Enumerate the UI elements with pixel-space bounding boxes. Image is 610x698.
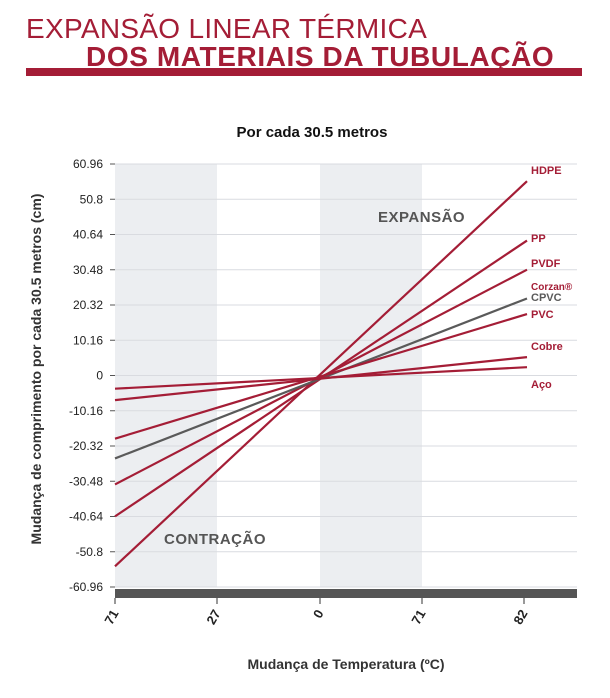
expansion-label: EXPANSÃO [378,208,465,226]
chart-title-line1: EXPANSÃO LINEAR TÉRMICA [26,13,428,44]
y-tick-label: 30.48 [73,263,103,277]
series-label-pp: PP [531,233,546,245]
x-axis [115,589,577,598]
series-label-pvc: PVC [531,309,554,321]
series-label-cobre: Cobre [531,341,563,353]
y-tick-label: -30.48 [69,474,103,488]
chart-title-line2: DOS MATERIAIS DA TUBULAÇÃO [86,41,555,72]
y-tick-label: -10.16 [69,404,103,418]
contraction-label: CONTRAÇÃO [164,530,266,548]
series-line-hdpe [114,180,528,568]
x-axis-ticks: 71 27 0 71 82 [101,598,531,627]
title-underline-bar [26,68,582,76]
x-tick-label: 0 [310,607,327,621]
y-axis-ticks: 60.96 50.8 40.64 30.48 20.32 10.16 0 -10.16 -20.… [69,157,103,594]
x-tick-label: 71 [101,607,121,627]
series-labels: HDPE PP PVDF Corzan® CPVC PVC Cobre Aço [531,165,573,391]
x-axis-bar [115,589,577,598]
x-tick-label: 71 [408,607,428,627]
y-tick-label: 40.64 [73,228,103,242]
gridlines [110,163,577,588]
chart-subtitle: Por cada 30.5 metros [237,124,388,141]
y-tick-label: 10.16 [73,333,103,347]
series-line-pvc [114,313,528,440]
x-tick-label: 27 [203,607,223,627]
y-tick-label: -60.96 [69,580,103,594]
x-axis-title: Mudança de Temperatura (ºC) [248,656,445,672]
series-line-a-o [114,366,528,390]
y-tick-label: -20.32 [69,439,103,453]
y-tick-label: -50.8 [76,545,104,559]
y-tick-label: 60.96 [73,157,103,171]
y-tick-label: -40.64 [69,510,103,524]
series-label-corzan-cpvc: Corzan® CPVC [531,282,573,304]
y-tick-label: 50.8 [80,192,104,206]
y-tick-label: 0 [96,369,103,383]
series-label-a-o: Aço [531,379,552,391]
series-lines [114,180,528,568]
series-label-hdpe: HDPE [531,165,562,177]
y-axis-title: Mudança de comprimento por cada 30.5 met… [28,194,44,545]
x-tick-label: 82 [510,607,530,627]
y-tick-label: 20.32 [73,298,103,312]
series-label-pvdf: PVDF [531,258,561,270]
